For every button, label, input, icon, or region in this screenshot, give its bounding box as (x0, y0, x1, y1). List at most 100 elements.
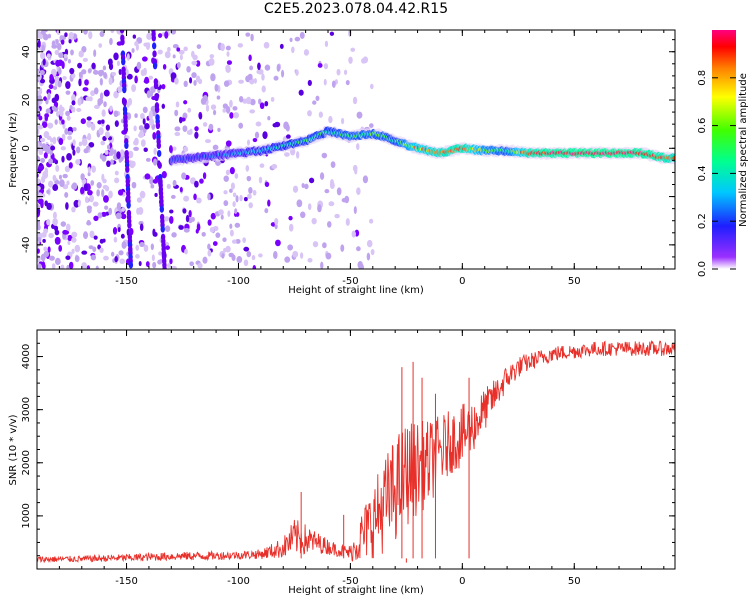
spectrogram-speckle (37, 69, 40, 75)
spectrogram-speckle (182, 112, 188, 120)
spectrogram-speckle (153, 147, 157, 155)
spectrogram-speckle (55, 257, 61, 266)
spectrogram-speckle (136, 61, 142, 70)
spectrogram-speckle (327, 221, 332, 228)
spectrogram-speckle (58, 52, 64, 59)
x-tick-label: 50 (568, 576, 581, 587)
spectrogram-speckle (165, 245, 171, 250)
spectrogram-speckle (60, 146, 66, 151)
spectrogram-streak-dot (156, 149, 162, 157)
spectrogram-speckle (251, 255, 256, 261)
spectrogram-speckle (43, 250, 50, 258)
spectrogram-speckle (143, 244, 149, 252)
spectrogram-speckle (101, 109, 106, 117)
spectrogram-speckle (221, 253, 225, 259)
spectrogram-speckle (58, 244, 63, 252)
spectrogram-speckle (303, 49, 310, 56)
spectrogram-streak-dot (151, 34, 156, 42)
spectrogram-speckle (97, 70, 102, 76)
spectrogram-speckle (223, 200, 229, 207)
spectrogram-speckle (104, 131, 110, 139)
spectrogram-speckle (331, 80, 336, 88)
spectrogram-speckle (258, 176, 263, 184)
spectrogram-speckle (80, 186, 85, 195)
colorbar-tick-label: 0.6 (697, 118, 708, 134)
spectrogram-speckle (58, 106, 65, 113)
spectrogram-speckle (164, 216, 170, 222)
spectrogram-speckle (103, 101, 107, 108)
spectrogram-speckle (189, 77, 193, 84)
spectrogram-speckle (72, 149, 76, 156)
spectrogram-speckle (348, 56, 353, 64)
spectrogram-speckle (189, 261, 194, 267)
x-tick-label: -100 (227, 576, 250, 587)
spectrogram-speckle (86, 120, 92, 128)
spectrogram-speckle (54, 76, 60, 83)
spectrogram-speckle (323, 78, 327, 86)
spectrogram-speckle (164, 31, 169, 39)
spectrogram-speckle (284, 256, 291, 263)
spectrogram-speckle (63, 53, 68, 59)
spectrogram-speckle (291, 46, 295, 54)
spectrogram-speckle (209, 227, 215, 233)
spectrogram-speckle (191, 60, 198, 66)
spectrogram-speckle (64, 184, 69, 189)
spectrogram-speckle (194, 131, 199, 139)
spectrogram-speckle (128, 150, 134, 159)
spectrogram-speckle (118, 68, 122, 76)
spectrogram-speckle (87, 171, 91, 177)
spectrogram-speckle (330, 161, 336, 169)
spectrogram-speckle (58, 67, 62, 75)
x-tick-label: -50 (342, 276, 358, 287)
spectrogram-speckle (84, 196, 89, 204)
spectrogram-speckle (78, 78, 82, 87)
spectrogram-speckle (298, 89, 304, 96)
spectrogram-speckle (37, 248, 40, 254)
spectrogram-speckle (145, 261, 150, 267)
spectrogram-speckle (58, 137, 64, 146)
spectrogram-speckle (169, 258, 173, 265)
spectrogram-speckle (225, 64, 231, 73)
spectrogram-speckle (292, 250, 299, 258)
spectrogram-speckle (102, 238, 106, 243)
spectrogram-speckle (263, 41, 270, 49)
spectrogram-speckle (136, 197, 142, 203)
spectrogram-streak-dot (156, 142, 162, 150)
spectrogram-speckle (334, 213, 340, 219)
spectrogram-speckle (72, 127, 77, 132)
y-tick-label: 0 (21, 145, 32, 151)
spectrogram-speckle (56, 42, 62, 51)
spectrogram-speckle (77, 200, 81, 207)
spectrogram-speckle (41, 121, 48, 128)
spectrogram-speckle (172, 44, 179, 49)
spectrogram-speckle (191, 72, 197, 78)
spectrogram-speckle (212, 109, 217, 116)
spectrogram-speckle (229, 99, 233, 108)
x-tick-label: -150 (115, 276, 138, 287)
spectrogram-speckle (113, 90, 119, 99)
spectrogram-speckle (101, 119, 105, 124)
spectrogram-speckle (179, 187, 183, 193)
spectrogram-speckle (75, 146, 81, 154)
spectrogram-speckle (140, 139, 146, 147)
spectrogram-speckle (120, 149, 125, 158)
spectrogram-speckle (66, 264, 70, 269)
spectrogram-speckle (345, 218, 350, 226)
spectrogram-speckle (172, 54, 176, 59)
colorbar-gradient (712, 30, 736, 269)
spectrogram-speckle (41, 261, 46, 269)
x-tick-label: 50 (568, 276, 581, 287)
spectrogram-speckle (121, 241, 127, 249)
spectrogram-speckle (215, 232, 221, 238)
spectrogram-speckle (51, 105, 57, 111)
spectrogram-speckle (152, 132, 157, 140)
spectrogram-speckle (81, 262, 87, 269)
spectrogram-speckle (135, 254, 140, 259)
spectrogram-speckle (78, 50, 84, 58)
spectrogram-speckle (229, 167, 235, 175)
spectrogram-speckle (52, 136, 57, 145)
y-tick-label: -20 (21, 188, 32, 204)
spectrogram-speckle (196, 44, 202, 49)
spectrogram-speckle (187, 107, 192, 113)
spectrogram-speckle (248, 186, 253, 194)
